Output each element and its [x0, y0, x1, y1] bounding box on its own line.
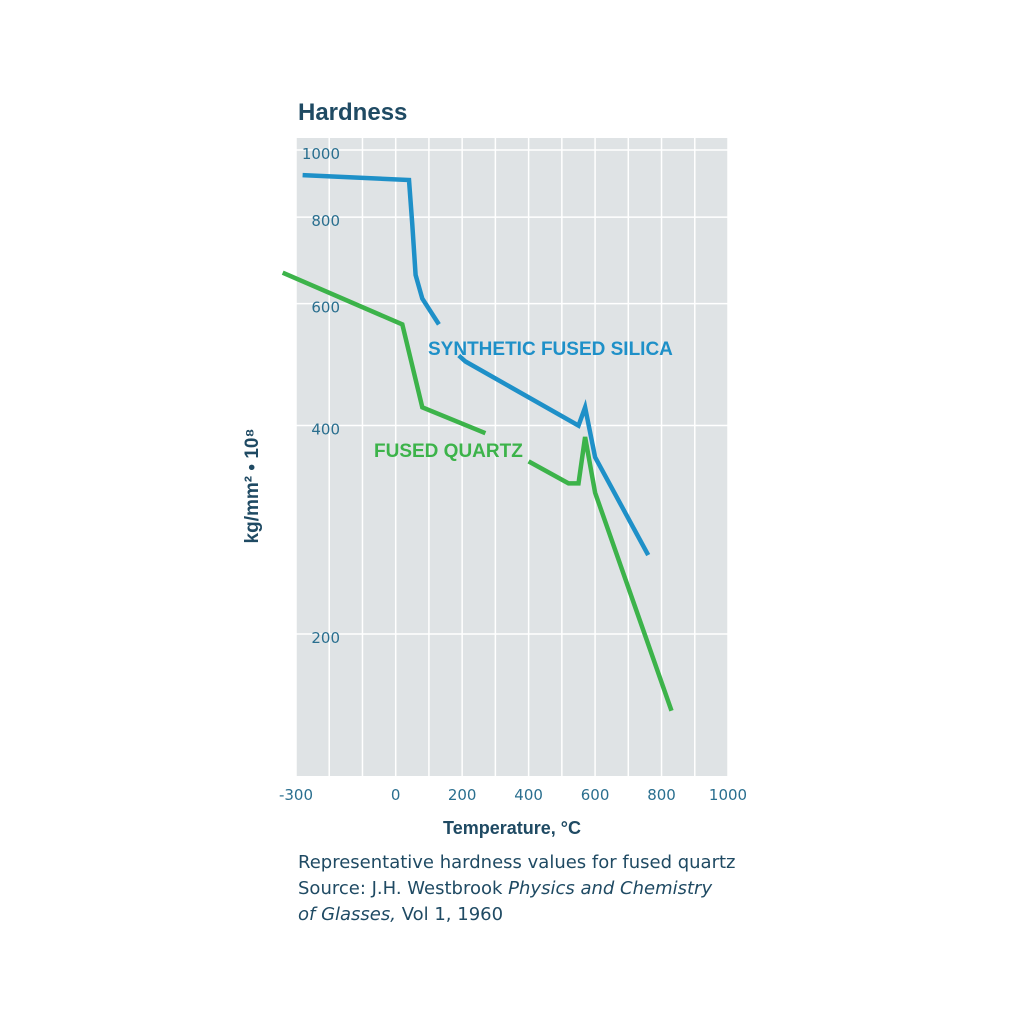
x-tick-label: 200: [448, 786, 477, 804]
y-tick-labels: 1000 800 600 400 200: [302, 145, 340, 647]
series-line-fused-quartz: [281, 270, 487, 436]
series-line-synthetic-fused-silica: [302, 172, 441, 326]
x-axis-label: Temperature, °C: [443, 818, 581, 838]
caption-line-1: Representative hardness values for fused…: [298, 852, 736, 873]
chart-title: Hardness: [298, 99, 407, 126]
x-tick-label: 400: [514, 786, 543, 804]
series-label-synthetic-fused-silica: SYNTHETIC FUSED SILICA: [428, 339, 673, 360]
hardness-chart: Hardness 1000 800 600 400 200 -300 0 200 400 600…: [242, 99, 747, 838]
x-tick-label: -300: [279, 786, 313, 804]
y-tick-label: 600: [311, 299, 340, 317]
caption-line-2: Source: J.H. Westbrook Physics and Chemi…: [298, 876, 818, 902]
x-tick-labels: -300 0 200 400 600 800 1000: [279, 786, 747, 804]
caption-volume: Vol 1, 1960: [395, 904, 504, 925]
x-tick-label: 800: [647, 786, 676, 804]
figure-caption: Representative hardness values for fused…: [298, 850, 818, 928]
y-tick-label: 400: [311, 421, 340, 439]
x-tick-label: 600: [581, 786, 610, 804]
y-tick-label: 1000: [302, 145, 340, 163]
caption-journal-title: Physics and Chemistry: [508, 878, 713, 899]
caption-source-prefix: Source: J.H. Westbrook: [298, 878, 509, 899]
y-tick-label: 200: [311, 629, 340, 647]
series-line-fused-quartz: [527, 436, 674, 712]
caption-line-3: of Glasses, Vol 1, 1960: [298, 902, 818, 928]
series-label-fused-quartz: FUSED QUARTZ: [374, 441, 523, 462]
x-tick-label: 1000: [709, 786, 747, 804]
series-line-synthetic-fused-silica: [457, 353, 651, 557]
x-tick-label: 0: [391, 786, 401, 804]
y-tick-label: 800: [311, 212, 340, 230]
caption-journal-title-cont: of Glasses,: [298, 904, 396, 925]
y-axis-label: kg/mm² • 10⁸: [242, 429, 263, 544]
series-lines: [281, 172, 674, 712]
